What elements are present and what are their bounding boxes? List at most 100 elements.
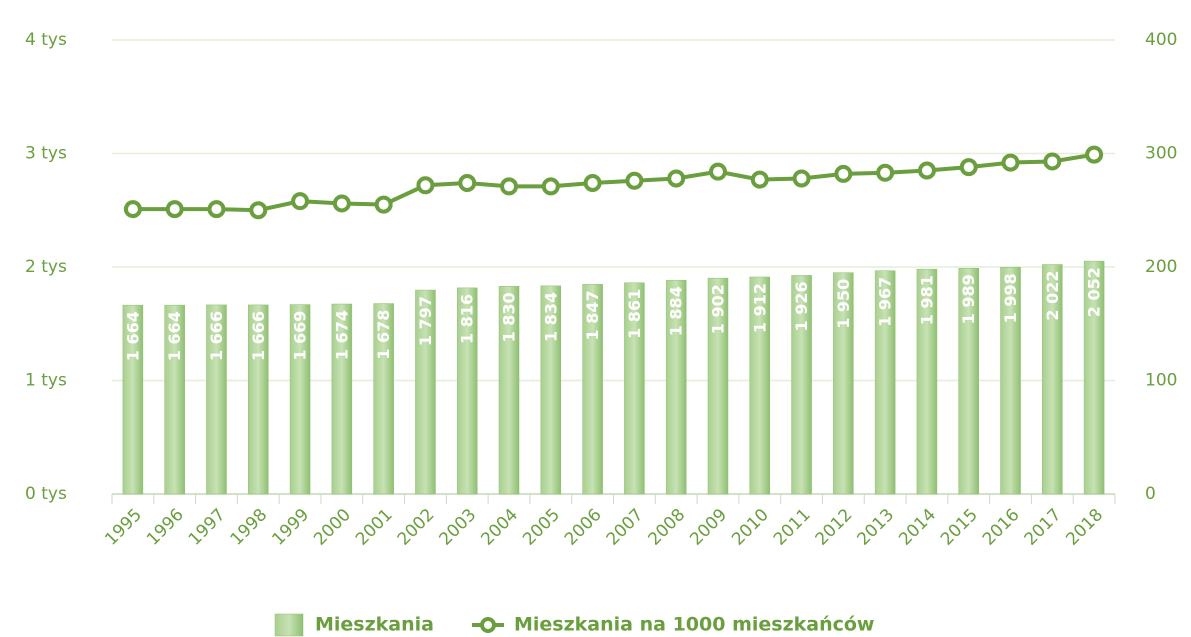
line-point — [123, 200, 142, 219]
value-label: 1 816 — [458, 294, 477, 344]
x-tick-label: 1995 — [101, 505, 146, 550]
line-point — [458, 174, 477, 193]
value-label: 1 884 — [667, 286, 686, 336]
bar — [456, 287, 478, 495]
bar — [665, 279, 687, 495]
bar — [791, 275, 812, 495]
line-point — [207, 200, 226, 219]
value-label: 1 981 — [917, 275, 936, 325]
line-point — [708, 162, 727, 181]
value-label: 1 902 — [708, 284, 727, 334]
x-tick-label: 2009 — [686, 505, 731, 550]
line-point — [625, 171, 644, 190]
value-label: 1 666 — [249, 311, 268, 361]
legend-label: Mieszkania — [315, 614, 434, 636]
line-point — [667, 169, 686, 188]
bar — [749, 276, 771, 495]
x-tick-label: 2007 — [603, 505, 648, 550]
x-tick-label: 2002 — [394, 505, 439, 550]
bar — [248, 304, 269, 495]
line-point — [792, 169, 811, 188]
x-tick-label: 2018 — [1062, 505, 1107, 550]
x-tick-label: 1997 — [185, 505, 230, 550]
line — [132, 152, 1095, 213]
bar — [331, 303, 353, 495]
legend-swatch — [480, 617, 496, 633]
x-tick-label: 2004 — [477, 505, 522, 550]
x-tick-label: 2000 — [310, 505, 355, 550]
value-label: 1 967 — [876, 277, 895, 327]
line-point — [959, 158, 978, 177]
x-tick-label: 2003 — [436, 505, 481, 550]
bar — [624, 282, 645, 495]
x-tick-label: 2016 — [979, 505, 1024, 550]
bar — [958, 267, 979, 495]
y2-tick-label: 400 — [1145, 30, 1177, 50]
value-label: 2 022 — [1043, 271, 1062, 321]
value-label: 1 989 — [959, 274, 978, 324]
bar — [833, 272, 854, 495]
line-point — [165, 200, 184, 219]
y2-tick-label: 300 — [1145, 144, 1177, 164]
value-label: 1 926 — [792, 281, 811, 331]
y-tick-label: 0 tys — [25, 484, 67, 504]
bar — [206, 304, 227, 495]
legend-label: Mieszkania na 1000 mieszkańców — [514, 614, 874, 636]
value-label: 1 664 — [123, 311, 142, 361]
bar — [707, 277, 729, 495]
value-label: 2 052 — [1085, 267, 1104, 317]
bar — [874, 270, 896, 495]
value-label: 1 998 — [1001, 273, 1020, 323]
line-point — [750, 170, 769, 189]
y2-tick-label: 0 — [1145, 484, 1156, 504]
line-point — [583, 174, 602, 193]
x-tick-label: 2013 — [853, 505, 898, 550]
x-tick-label: 1999 — [268, 505, 313, 550]
x-tick-label: 1998 — [227, 505, 272, 550]
bar — [1083, 260, 1105, 495]
line-point — [1043, 152, 1062, 171]
line-point — [374, 195, 393, 214]
line-point — [541, 177, 560, 196]
value-label: 1 834 — [541, 292, 560, 342]
line-point — [332, 194, 351, 213]
x-tick-label: 2012 — [812, 505, 857, 550]
y2-tick-label: 100 — [1145, 371, 1177, 391]
line-point — [416, 176, 435, 195]
y-tick-label: 1 tys — [25, 371, 67, 391]
value-label: 1 678 — [374, 310, 393, 360]
value-label: 1 669 — [291, 311, 310, 361]
y2-tick-label: 200 — [1145, 257, 1177, 277]
y-tick-label: 4 tys — [25, 30, 67, 50]
y-tick-label: 3 tys — [25, 144, 67, 164]
x-tick-label: 2006 — [561, 505, 606, 550]
value-label: 1 797 — [416, 296, 435, 346]
line-point — [500, 177, 519, 196]
x-tick-label: 2008 — [645, 505, 690, 550]
y-tick-label: 2 tys — [25, 257, 67, 277]
bar — [164, 304, 185, 495]
line-point — [834, 164, 853, 183]
x-tick-label: 2010 — [728, 505, 773, 550]
line-point — [1001, 153, 1020, 172]
bar — [540, 285, 562, 495]
x-tick-label: 2017 — [1021, 505, 1066, 550]
value-label: 1 830 — [500, 292, 519, 342]
value-label: 1 664 — [165, 311, 184, 361]
x-tick-label: 2011 — [770, 505, 815, 550]
line-point — [1085, 145, 1104, 164]
value-label: 1 666 — [207, 311, 226, 361]
line-point — [876, 163, 895, 182]
x-tick-label: 2005 — [519, 505, 564, 550]
bar — [1042, 264, 1063, 495]
x-tick-label: 2014 — [895, 505, 940, 550]
x-tick-label: 2001 — [352, 505, 397, 550]
bar — [415, 289, 436, 495]
value-label: 1 847 — [583, 290, 602, 340]
value-label: 1 674 — [332, 310, 351, 360]
x-tick-label: 1996 — [143, 505, 188, 550]
value-label: 1 950 — [834, 279, 853, 329]
legend-swatch — [274, 613, 304, 637]
line-point — [917, 161, 936, 180]
